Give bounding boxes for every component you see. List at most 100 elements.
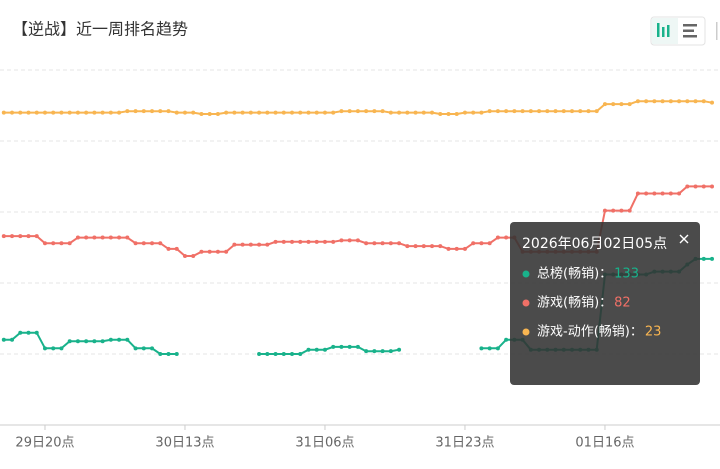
point [339, 109, 344, 114]
point [257, 110, 262, 115]
point [215, 249, 220, 254]
point [18, 234, 23, 239]
point [397, 241, 402, 246]
bar-icon [667, 25, 670, 37]
point [34, 110, 39, 115]
point [479, 241, 484, 246]
point [388, 241, 393, 246]
point [512, 109, 517, 114]
point [182, 110, 187, 115]
point [117, 110, 122, 115]
point [421, 110, 426, 115]
bar-view-bg[interactable] [652, 18, 678, 44]
point [141, 109, 146, 114]
point [578, 109, 583, 114]
point [454, 246, 459, 251]
tooltip-value: 82 [614, 296, 631, 311]
point [364, 109, 369, 114]
point [710, 184, 715, 189]
list-icon[interactable] [683, 24, 697, 27]
point [133, 241, 138, 246]
point [281, 352, 286, 356]
point [92, 235, 97, 240]
point [710, 100, 715, 105]
point [693, 184, 698, 189]
point [602, 208, 607, 213]
point [100, 110, 105, 115]
point [10, 337, 15, 342]
point [397, 347, 402, 352]
point [372, 109, 377, 114]
x-tick-label: 31日06点 [295, 436, 354, 451]
point [487, 346, 492, 351]
point [462, 110, 467, 115]
bar-icon [662, 27, 665, 37]
point [75, 235, 80, 240]
chart-title: 【逆战】近一周排名趋势 [12, 20, 188, 39]
tooltip-close[interactable] [679, 234, 689, 244]
point [224, 249, 229, 254]
point [298, 110, 303, 115]
point [207, 112, 212, 117]
point [273, 239, 278, 244]
toolbar[interactable] [650, 16, 718, 46]
point [314, 239, 319, 244]
point [290, 110, 295, 115]
point [34, 330, 39, 335]
point [413, 244, 418, 249]
point [166, 246, 171, 251]
point [668, 99, 673, 104]
point [668, 191, 673, 196]
point [364, 349, 369, 354]
point [100, 339, 105, 344]
point [701, 99, 706, 104]
point [290, 239, 295, 244]
point [677, 191, 682, 196]
point [627, 102, 632, 107]
point [18, 330, 23, 335]
point [26, 330, 31, 335]
x-tick-label: 01日16点 [575, 436, 634, 451]
point [644, 191, 649, 196]
point [471, 110, 476, 115]
point [265, 242, 270, 247]
point [1, 234, 6, 239]
point [347, 109, 352, 114]
point [158, 241, 163, 246]
point [347, 238, 352, 243]
point [660, 191, 665, 196]
point [158, 352, 163, 356]
point [314, 110, 319, 115]
point [232, 242, 237, 247]
point [693, 99, 698, 104]
point [248, 242, 253, 247]
point [257, 242, 262, 247]
tooltip-label: 游戏-动作(畅销)： [537, 325, 643, 340]
point [495, 346, 500, 351]
point [380, 109, 385, 114]
point [430, 244, 435, 249]
tooltip-dot [522, 328, 530, 336]
point [26, 110, 31, 115]
point [701, 184, 706, 189]
point [660, 99, 665, 104]
point [347, 344, 352, 349]
point [388, 110, 393, 115]
point [240, 110, 245, 115]
point [248, 110, 253, 115]
point [141, 346, 146, 351]
point [306, 110, 311, 115]
point [355, 109, 360, 114]
separator [716, 22, 718, 40]
point [1, 337, 6, 342]
point [42, 346, 47, 351]
point [265, 110, 270, 115]
point [331, 344, 336, 349]
x-tick-label: 29日20点 [15, 436, 74, 451]
point [701, 256, 706, 261]
point [438, 112, 443, 117]
point [495, 235, 500, 240]
x-tick-label: 31日23点 [435, 436, 494, 451]
point [207, 249, 212, 254]
